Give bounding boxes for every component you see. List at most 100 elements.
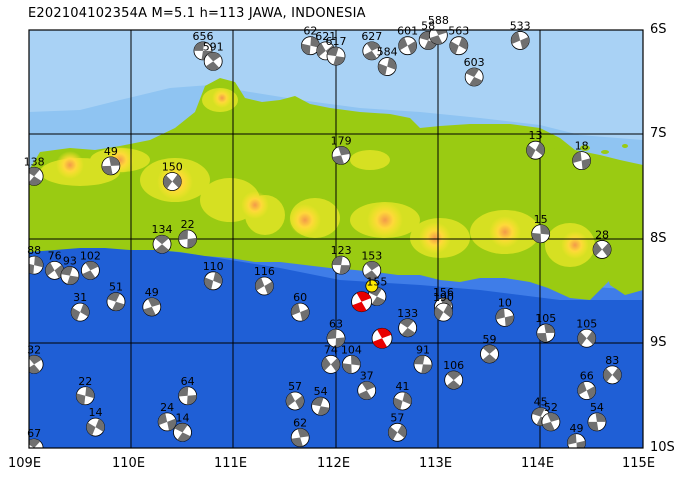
focal-mechanism-beachball [45, 260, 64, 280]
focal-mechanism-beachball [106, 292, 126, 312]
event-depth-label: 93 [63, 255, 77, 268]
focal-mechanism-beachball [413, 354, 433, 374]
event-depth-label: 57 [288, 380, 302, 393]
event-depth-label: 533 [510, 19, 531, 32]
event-depth-label: 64 [181, 375, 195, 388]
focal-mechanism-beachball [311, 396, 331, 416]
event-depth-label: 102 [80, 249, 101, 262]
focal-mechanism-beachball [254, 276, 274, 296]
focal-mechanism-beachball [101, 156, 121, 176]
event-depth-label: 153 [361, 249, 382, 262]
focal-mechanism-beachball [428, 30, 448, 45]
events-layer [29, 30, 622, 448]
event-depth-label: 116 [254, 265, 275, 278]
small-islands [527, 144, 628, 167]
focal-mechanism-beachball [444, 370, 464, 390]
focal-mechanism-beachball [290, 428, 310, 447]
focal-mechanism-beachball [357, 381, 377, 400]
map-frame [28, 29, 644, 449]
focal-mechanism-beachball [587, 412, 607, 432]
event-depth-label: 156 [433, 286, 454, 299]
event-depth-label: 588 [428, 14, 449, 27]
focal-mechanism-beachball [341, 354, 361, 374]
event-depth-label: 621 [315, 30, 336, 43]
event-depth-label: 591 [203, 40, 224, 53]
map-background [29, 30, 643, 448]
focal-mechanism-beachball [285, 391, 305, 411]
event-depth-label: 601 [397, 25, 418, 38]
focal-mechanism-beachball [29, 355, 44, 374]
focal-mechanism-beachball [541, 412, 561, 432]
focal-mechanism-beachball [326, 328, 346, 348]
focal-mechanism-beachball [592, 240, 612, 259]
event-depth-label: 563 [448, 25, 469, 38]
main-event-beachball [351, 291, 372, 313]
event-depth-label: 31 [73, 291, 87, 304]
lon-label-113e: 113E [419, 456, 453, 471]
focal-mechanism-beachball [398, 318, 418, 338]
focal-mechanism-beachball [321, 354, 341, 374]
event-depth-label: 54 [314, 385, 328, 398]
focal-mechanism-beachball [29, 255, 44, 275]
focal-mechanism-beachball [577, 328, 597, 348]
focal-mechanism-beachball [602, 365, 622, 385]
event-depth-label: 104 [341, 343, 362, 356]
focal-mechanism-beachball [577, 381, 597, 400]
highlight-event-marker [365, 279, 379, 293]
event-depth-label: 656 [192, 30, 213, 43]
focal-mechanism-beachball [29, 166, 44, 186]
event-depth-label: 58 [421, 19, 435, 32]
event-depth-label: 150 [162, 161, 183, 174]
lon-label-110e: 110E [112, 456, 146, 471]
focal-mechanism-beachball [326, 46, 346, 66]
focal-mechanism-beachball [203, 51, 223, 71]
event-depth-label: 190 [433, 291, 454, 304]
event-depth-label: 133 [397, 307, 418, 320]
event-depth-label: 67 [27, 427, 41, 440]
event-depth-label: 13 [529, 129, 543, 142]
event-depth-label: 28 [595, 228, 609, 241]
event-depth-label: 10 [498, 296, 512, 309]
event-depth-label: 54 [590, 401, 604, 414]
focal-mechanism-beachball [162, 172, 182, 191]
focal-mechanism-beachball [434, 302, 453, 322]
event-depth-label: 32 [27, 343, 41, 356]
focal-mechanism-beachball [142, 297, 162, 317]
event-depth-label: 37 [360, 370, 374, 383]
map-title: E202104102354A M=5.1 h=113 JAWA, INDONES… [28, 6, 366, 21]
event-depth-label: 18 [575, 140, 589, 153]
event-depth-label: 584 [377, 46, 398, 59]
focal-mechanism-beachball [449, 36, 469, 56]
focal-mechanism-beachball [572, 151, 591, 171]
focal-mechanism-beachball [178, 386, 198, 406]
focal-mechanism-beachball [81, 260, 100, 280]
focal-mechanism-beachball [362, 41, 382, 61]
focal-mechanism-beachball [464, 67, 484, 87]
focal-mechanism-beachball [60, 266, 80, 285]
focal-mechanism-beachball [362, 260, 382, 280]
focal-mechanism-beachball [567, 433, 586, 448]
event-depth-label: 49 [569, 422, 583, 435]
event-depth-label: 617 [326, 35, 347, 48]
focal-mechanism-beachball [510, 31, 530, 50]
event-depth-label: 41 [396, 380, 410, 393]
lat-label-8s: 8S [650, 231, 667, 246]
focal-mechanism-beachball [86, 417, 105, 437]
event-depth-label: 179 [331, 134, 352, 147]
secondary-event-beachball [371, 327, 393, 349]
event-depth-label: 62 [303, 25, 317, 38]
event-depth-label: 14 [89, 406, 103, 419]
event-depth-label: 57 [390, 411, 404, 424]
event-depth-label: 123 [331, 244, 352, 257]
focal-mechanism-beachball [387, 422, 407, 442]
focal-mechanism-beachball [331, 255, 351, 275]
event-depth-label: 45 [534, 396, 548, 409]
event-depth-label: 14 [176, 411, 190, 424]
focal-mechanism-beachball [178, 229, 198, 249]
event-depth-label: 74 [324, 343, 338, 356]
event-depth-label: 15 [534, 213, 548, 226]
focal-mechanism-beachball [393, 391, 412, 411]
event-depth-label: 155 [366, 275, 387, 288]
event-depth-label: 52 [544, 401, 558, 414]
lon-label-111e: 111E [214, 456, 248, 471]
